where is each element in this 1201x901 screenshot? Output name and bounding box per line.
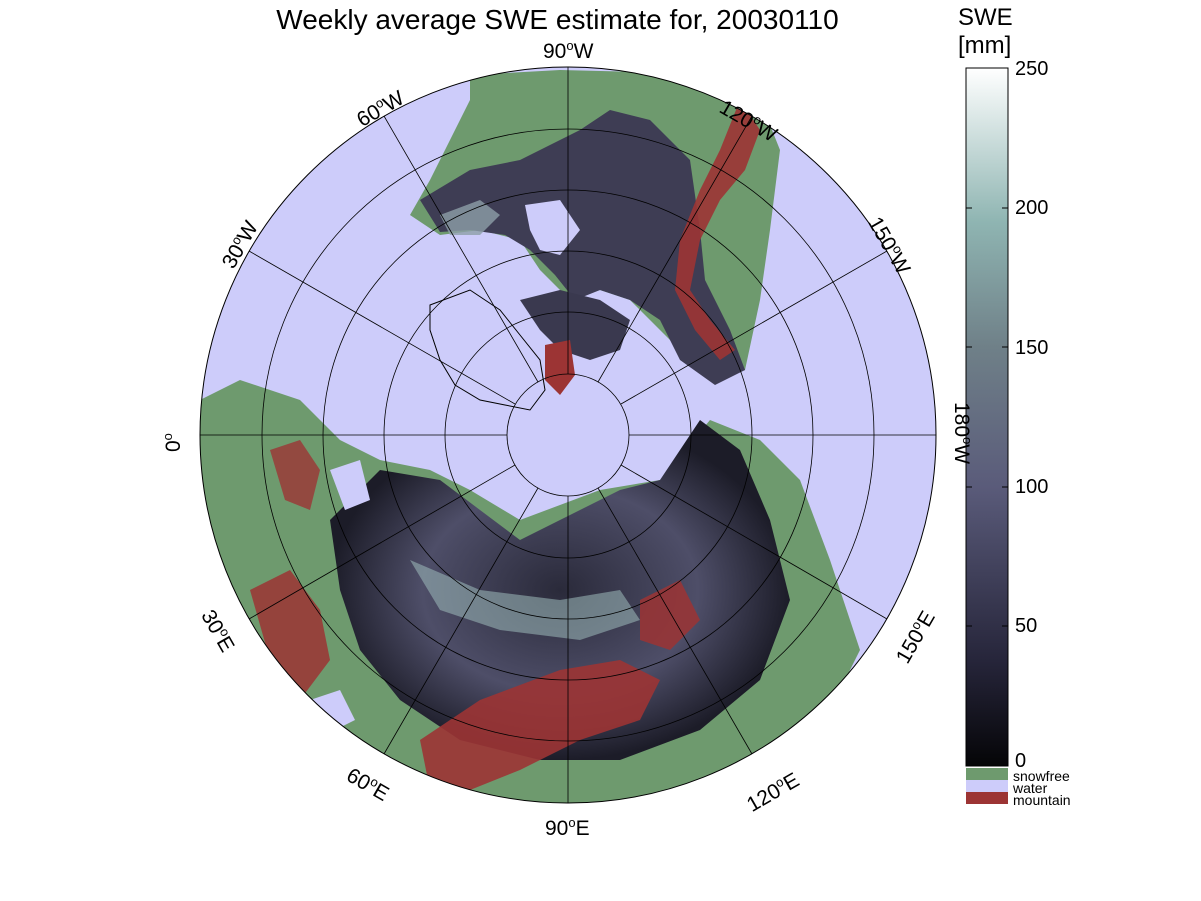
north-america-snow-light <box>440 200 500 235</box>
hudson-bay <box>525 200 580 255</box>
legend-label-snowfree: snowfree <box>1013 768 1070 784</box>
colorbar-tick-0: 0 <box>1015 750 1027 772</box>
rockies-mountain <box>675 100 760 360</box>
colorbar-tick-200: 200 <box>1015 197 1049 219</box>
legend-swatch-water <box>966 780 1008 792</box>
legend-label-water: water <box>1013 780 1048 796</box>
lon-label-90w: 90oW <box>543 38 594 63</box>
baltic-water <box>330 460 370 510</box>
eurasia-snow <box>330 420 790 760</box>
graticule <box>199 66 937 804</box>
lon-label-90e: 90oE <box>545 815 590 840</box>
colorbar-title-line1: SWE <box>958 4 1013 31</box>
land-layer <box>200 70 860 803</box>
central-asia-mountain <box>420 660 660 790</box>
scandinavia-mountain <box>270 440 320 510</box>
arctic-islands <box>520 290 630 360</box>
legend-swatch-snowfree <box>966 768 1008 780</box>
colorbar <box>965 67 1009 767</box>
colorbar-tick-250: 250 <box>1015 58 1049 80</box>
colorbar-tick-150: 150 <box>1015 337 1049 359</box>
north-america-snow <box>420 110 745 385</box>
legend-swatch-mountain <box>966 792 1008 804</box>
lon-label-0: 0o <box>160 433 185 452</box>
map-title: Weekly average SWE estimate for, 2003011… <box>276 4 839 35</box>
greenland-outline <box>429 289 546 411</box>
ellesmere-mountain <box>545 340 575 395</box>
colorbar-tick-100: 100 <box>1015 476 1049 498</box>
colorbar-title-line2: [mm] <box>958 32 1012 59</box>
colorbar-title: SWE [mm] <box>958 4 1013 60</box>
legend-label-mountain: mountain <box>1013 792 1071 808</box>
colorbar-ticks <box>966 67 1008 767</box>
lon-label-180w: 180oW <box>950 402 975 465</box>
siberia-snow-light <box>410 560 640 640</box>
europe-mountain <box>250 570 330 700</box>
colorbar-tick-50: 50 <box>1015 615 1038 637</box>
